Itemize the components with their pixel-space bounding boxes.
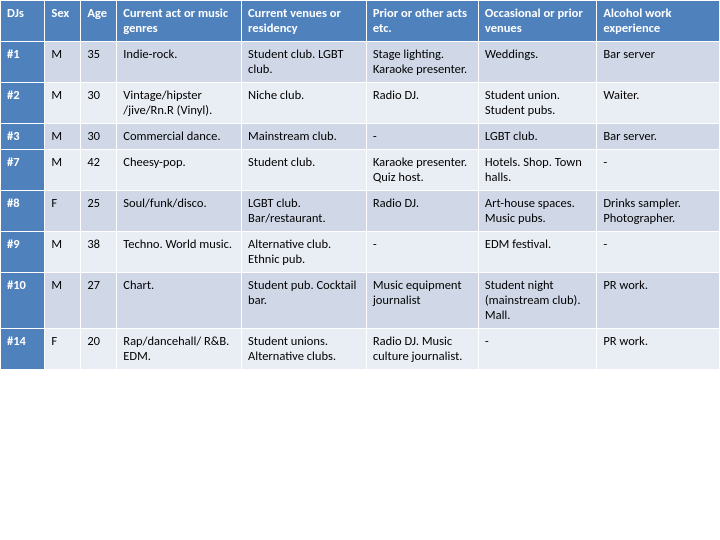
cell-venues: Niche club. xyxy=(242,83,367,124)
cell-prior: Radio DJ. xyxy=(366,191,478,232)
col-sex: Sex xyxy=(45,1,81,42)
cell-occ: LGBT club. xyxy=(478,124,596,150)
cell-age: 38 xyxy=(81,232,117,273)
cell-alc: PR work. xyxy=(597,329,720,370)
table-row: #10 M 27 Chart. Student pub. Cocktail ba… xyxy=(1,273,720,329)
cell-prior: Radio DJ. xyxy=(366,83,478,124)
cell-alc: Bar server xyxy=(597,42,720,83)
cell-occ: Hotels. Shop. Town halls. xyxy=(478,150,596,191)
djs-table: DJs Sex Age Current act or music genres … xyxy=(0,0,720,370)
cell-prior: - xyxy=(366,232,478,273)
cell-sex: M xyxy=(45,42,81,83)
cell-venues: LGBT club. Bar/restaurant. xyxy=(242,191,367,232)
col-venues: Current venues or residency xyxy=(242,1,367,42)
cell-id: #7 xyxy=(1,150,45,191)
table-row: #2 M 30 Vintage/hipster /jive/Rn.R (Viny… xyxy=(1,83,720,124)
col-age: Age xyxy=(81,1,117,42)
cell-genres: Cheesy-pop. xyxy=(117,150,242,191)
cell-venues: Alternative club. Ethnic pub. xyxy=(242,232,367,273)
cell-id: #2 xyxy=(1,83,45,124)
cell-occ: - xyxy=(478,329,596,370)
cell-id: #14 xyxy=(1,329,45,370)
cell-genres: Indie-rock. xyxy=(117,42,242,83)
cell-sex: M xyxy=(45,124,81,150)
cell-occ: Student union. Student pubs. xyxy=(478,83,596,124)
cell-id: #9 xyxy=(1,232,45,273)
cell-sex: M xyxy=(45,232,81,273)
cell-prior: - xyxy=(366,124,478,150)
cell-id: #3 xyxy=(1,124,45,150)
cell-alc: - xyxy=(597,232,720,273)
cell-alc: PR work. xyxy=(597,273,720,329)
cell-age: 25 xyxy=(81,191,117,232)
cell-genres: Soul/funk/disco. xyxy=(117,191,242,232)
cell-venues: Mainstream club. xyxy=(242,124,367,150)
cell-id: #1 xyxy=(1,42,45,83)
col-djs: DJs xyxy=(1,1,45,42)
cell-alc: - xyxy=(597,150,720,191)
cell-prior: Stage lighting. Karaoke presenter. xyxy=(366,42,478,83)
col-occ: Occasional or prior venues xyxy=(478,1,596,42)
cell-venues: Student club. xyxy=(242,150,367,191)
cell-sex: F xyxy=(45,329,81,370)
table-row: #1 M 35 Indie-rock. Student club. LGBT c… xyxy=(1,42,720,83)
table-row: #7 M 42 Cheesy-pop. Student club. Karaok… xyxy=(1,150,720,191)
cell-sex: M xyxy=(45,83,81,124)
cell-age: 35 xyxy=(81,42,117,83)
col-prior: Prior or other acts etc. xyxy=(366,1,478,42)
cell-id: #8 xyxy=(1,191,45,232)
cell-prior: Radio DJ. Music culture journalist. xyxy=(366,329,478,370)
header-row: DJs Sex Age Current act or music genres … xyxy=(1,1,720,42)
cell-venues: Student pub. Cocktail bar. xyxy=(242,273,367,329)
cell-occ: Student night (mainstream club). Mall. xyxy=(478,273,596,329)
cell-prior: Music equipment journalist xyxy=(366,273,478,329)
cell-age: 30 xyxy=(81,124,117,150)
cell-genres: Rap/dancehall/ R&B. EDM. xyxy=(117,329,242,370)
cell-sex: M xyxy=(45,150,81,191)
cell-genres: Chart. xyxy=(117,273,242,329)
cell-venues: Student unions. Alternative clubs. xyxy=(242,329,367,370)
col-genres: Current act or music genres xyxy=(117,1,242,42)
col-alc: Alcohol work experience xyxy=(597,1,720,42)
table-row: #14 F 20 Rap/dancehall/ R&B. EDM. Studen… xyxy=(1,329,720,370)
cell-age: 30 xyxy=(81,83,117,124)
cell-age: 42 xyxy=(81,150,117,191)
cell-venues: Student club. LGBT club. xyxy=(242,42,367,83)
table-row: #8 F 25 Soul/funk/disco. LGBT club. Bar/… xyxy=(1,191,720,232)
cell-occ: Art-house spaces. Music pubs. xyxy=(478,191,596,232)
cell-alc: Waiter. xyxy=(597,83,720,124)
cell-sex: M xyxy=(45,273,81,329)
cell-alc: Bar server. xyxy=(597,124,720,150)
cell-prior: Karaoke presenter. Quiz host. xyxy=(366,150,478,191)
cell-age: 20 xyxy=(81,329,117,370)
cell-genres: Techno. World music. xyxy=(117,232,242,273)
cell-genres: Commercial dance. xyxy=(117,124,242,150)
cell-occ: EDM festival. xyxy=(478,232,596,273)
table-row: #3 M 30 Commercial dance. Mainstream clu… xyxy=(1,124,720,150)
cell-id: #10 xyxy=(1,273,45,329)
cell-occ: Weddings. xyxy=(478,42,596,83)
cell-genres: Vintage/hipster /jive/Rn.R (Vinyl). xyxy=(117,83,242,124)
table-row: #9 M 38 Techno. World music. Alternative… xyxy=(1,232,720,273)
table-body: #1 M 35 Indie-rock. Student club. LGBT c… xyxy=(1,42,720,370)
cell-age: 27 xyxy=(81,273,117,329)
cell-sex: F xyxy=(45,191,81,232)
cell-alc: Drinks sampler. Photographer. xyxy=(597,191,720,232)
